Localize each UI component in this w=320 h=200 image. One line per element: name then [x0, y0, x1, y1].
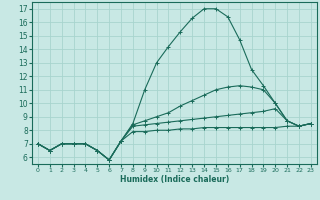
X-axis label: Humidex (Indice chaleur): Humidex (Indice chaleur) — [120, 175, 229, 184]
